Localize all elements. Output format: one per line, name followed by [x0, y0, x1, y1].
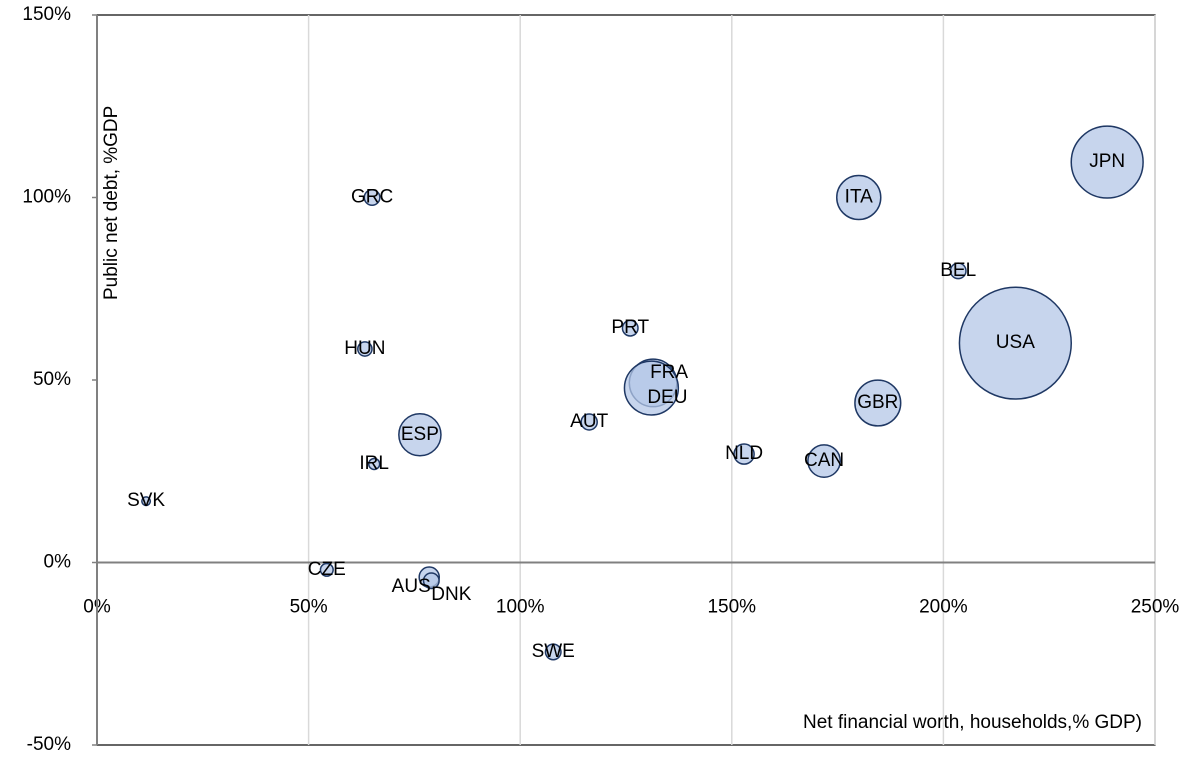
- point-label: AUS: [392, 576, 431, 597]
- bubble: [621, 319, 639, 337]
- point-label: AUT: [570, 411, 608, 432]
- bubble: [807, 444, 841, 478]
- bubble: [367, 457, 381, 471]
- bubble: [836, 174, 882, 221]
- y-tick-label: 0%: [44, 552, 72, 573]
- point-label: GRC: [351, 187, 393, 208]
- x-tick-label: 250%: [1131, 597, 1180, 618]
- bubble: [319, 562, 334, 577]
- point-label: CAN: [804, 450, 844, 471]
- point-label: ITA: [845, 187, 873, 208]
- x-tick-label: 50%: [290, 597, 328, 618]
- point-label: BEL: [940, 260, 976, 281]
- point-label: DEU: [647, 387, 687, 408]
- point-label: ESP: [401, 424, 439, 445]
- x-axis-title: Net financial worth, households,% GDP): [803, 712, 1142, 733]
- point-label: NLD: [725, 443, 763, 464]
- bubble: [623, 360, 680, 416]
- bubble: [854, 379, 902, 427]
- bubble: [398, 412, 442, 457]
- bubble: [422, 572, 440, 590]
- y-tick-label: 50%: [33, 369, 71, 390]
- point-label: USA: [996, 332, 1035, 353]
- point-label: PRT: [611, 317, 649, 338]
- bubble: [1070, 125, 1144, 199]
- point-label: FRA: [650, 362, 688, 383]
- point-label: GBR: [857, 392, 898, 413]
- bubble: [141, 496, 152, 507]
- bubble: [357, 341, 373, 357]
- point-label: JPN: [1089, 151, 1125, 172]
- bubble: [949, 262, 967, 280]
- y-axis-title: Public net debt, %GDP: [101, 106, 122, 300]
- point-label: SVK: [127, 490, 165, 511]
- point-label: HUN: [344, 338, 385, 359]
- bubble: [363, 188, 381, 207]
- bubble: [544, 643, 562, 661]
- bubble: [958, 286, 1072, 400]
- y-tick-label: 100%: [22, 187, 71, 208]
- x-tick-label: 200%: [919, 597, 968, 618]
- point-label: SWE: [532, 641, 575, 662]
- point-label: CZE: [308, 559, 346, 580]
- y-tick-label: -50%: [27, 734, 71, 755]
- x-tick-label: 100%: [496, 597, 545, 618]
- bubble: [733, 443, 755, 465]
- x-tick-label: 150%: [707, 597, 756, 618]
- point-label: DNK: [431, 584, 471, 605]
- bubble: [580, 413, 598, 431]
- point-label: IRL: [359, 453, 389, 474]
- y-tick-label: 150%: [22, 4, 71, 25]
